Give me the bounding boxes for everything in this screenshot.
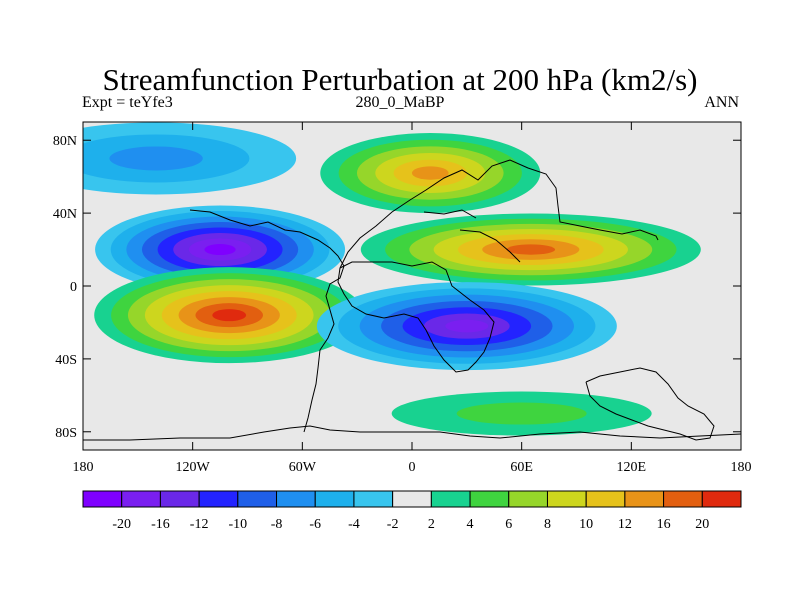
lon-tick-label: 60W (289, 460, 317, 475)
colorbar-swatch (546, 490, 587, 508)
colorbar-swatch (82, 490, 123, 508)
season-label: ANN (704, 94, 739, 111)
contour-band (506, 244, 556, 255)
colorbar: -20 -16 -12 -10 -8 -6 -4 -2 2 4 6 8 10 12 16 20 (82, 490, 742, 532)
colorbar-label: -12 (190, 517, 209, 532)
colorbar-label: -10 (228, 517, 247, 532)
colorbar-swatch (430, 490, 471, 508)
colorbar-label: 2 (428, 517, 435, 532)
lon-tick-label: 180 (731, 460, 752, 475)
colorbar-swatch (121, 490, 161, 508)
lon-tick-label: 180 (73, 460, 94, 475)
contour-band (109, 146, 203, 171)
contour-band (411, 166, 449, 180)
lat-tick-label: 80S (55, 426, 77, 441)
colorbar-swatch (624, 490, 665, 508)
contour-band (204, 244, 236, 256)
page-title: Streamfunction Perturbation at 200 hPa (… (102, 62, 698, 97)
lon-tick-label: 0 (409, 460, 416, 475)
colorbar-label: 20 (695, 517, 709, 532)
colorbar-label: -16 (151, 517, 170, 532)
colorbar-swatch (585, 490, 626, 508)
colorbar-swatch (198, 490, 239, 508)
colorbar-swatch (353, 490, 394, 508)
colorbar-label: 8 (544, 517, 551, 532)
lon-tick-label: 120E (617, 460, 647, 475)
colorbar-label: 4 (467, 517, 474, 532)
colorbar-label: 16 (657, 517, 671, 532)
coastline-europe-asia (339, 159, 659, 269)
lat-tick-label: 40N (53, 207, 77, 222)
experiment-label: Expt = teYfe3 (82, 94, 173, 111)
colorbar-swatch (508, 490, 548, 508)
colorbar-swatch (276, 490, 316, 508)
colorbar-label: -8 (271, 517, 283, 532)
coastline-australia (585, 367, 715, 441)
colorbar-swatch (469, 490, 510, 508)
colorbar-label: 6 (505, 517, 512, 532)
lat-tick-label: 40S (55, 353, 77, 368)
contour-fill-layer (83, 122, 701, 436)
colorbar-label: -2 (387, 517, 399, 532)
lat-tick-label: 80N (53, 134, 77, 149)
colorbar-swatch (237, 490, 278, 508)
colorbar-label: 12 (618, 517, 632, 532)
colorbar-label: -20 (112, 517, 131, 532)
colorbar-label: -4 (348, 517, 360, 532)
coastline-antarctica (83, 425, 741, 441)
colorbar-swatch (314, 490, 355, 508)
lon-tick-label: 60E (510, 460, 533, 475)
coastline-outline (83, 159, 741, 441)
lon-tick-label: 120W (176, 460, 211, 475)
colorbar-swatch (663, 490, 703, 508)
lat-tick-label: 0 (70, 280, 77, 295)
axis-ticks: 80N 40N 0 40S 80S 180 120W 60W 0 60E 120E 180 (53, 122, 752, 475)
contour-band (445, 319, 489, 333)
colorbar-swatch (701, 490, 742, 508)
contour-band (212, 309, 247, 322)
coastline-americas (189, 209, 345, 433)
contour-band (456, 402, 587, 425)
colorbar-label: 10 (579, 517, 593, 532)
colorbar-swatch (392, 490, 432, 508)
colorbar-label: -6 (309, 517, 321, 532)
coastline-africa (337, 261, 495, 373)
period-label: 280_0_MaBP (355, 94, 445, 111)
colorbar-swatch (159, 490, 200, 508)
